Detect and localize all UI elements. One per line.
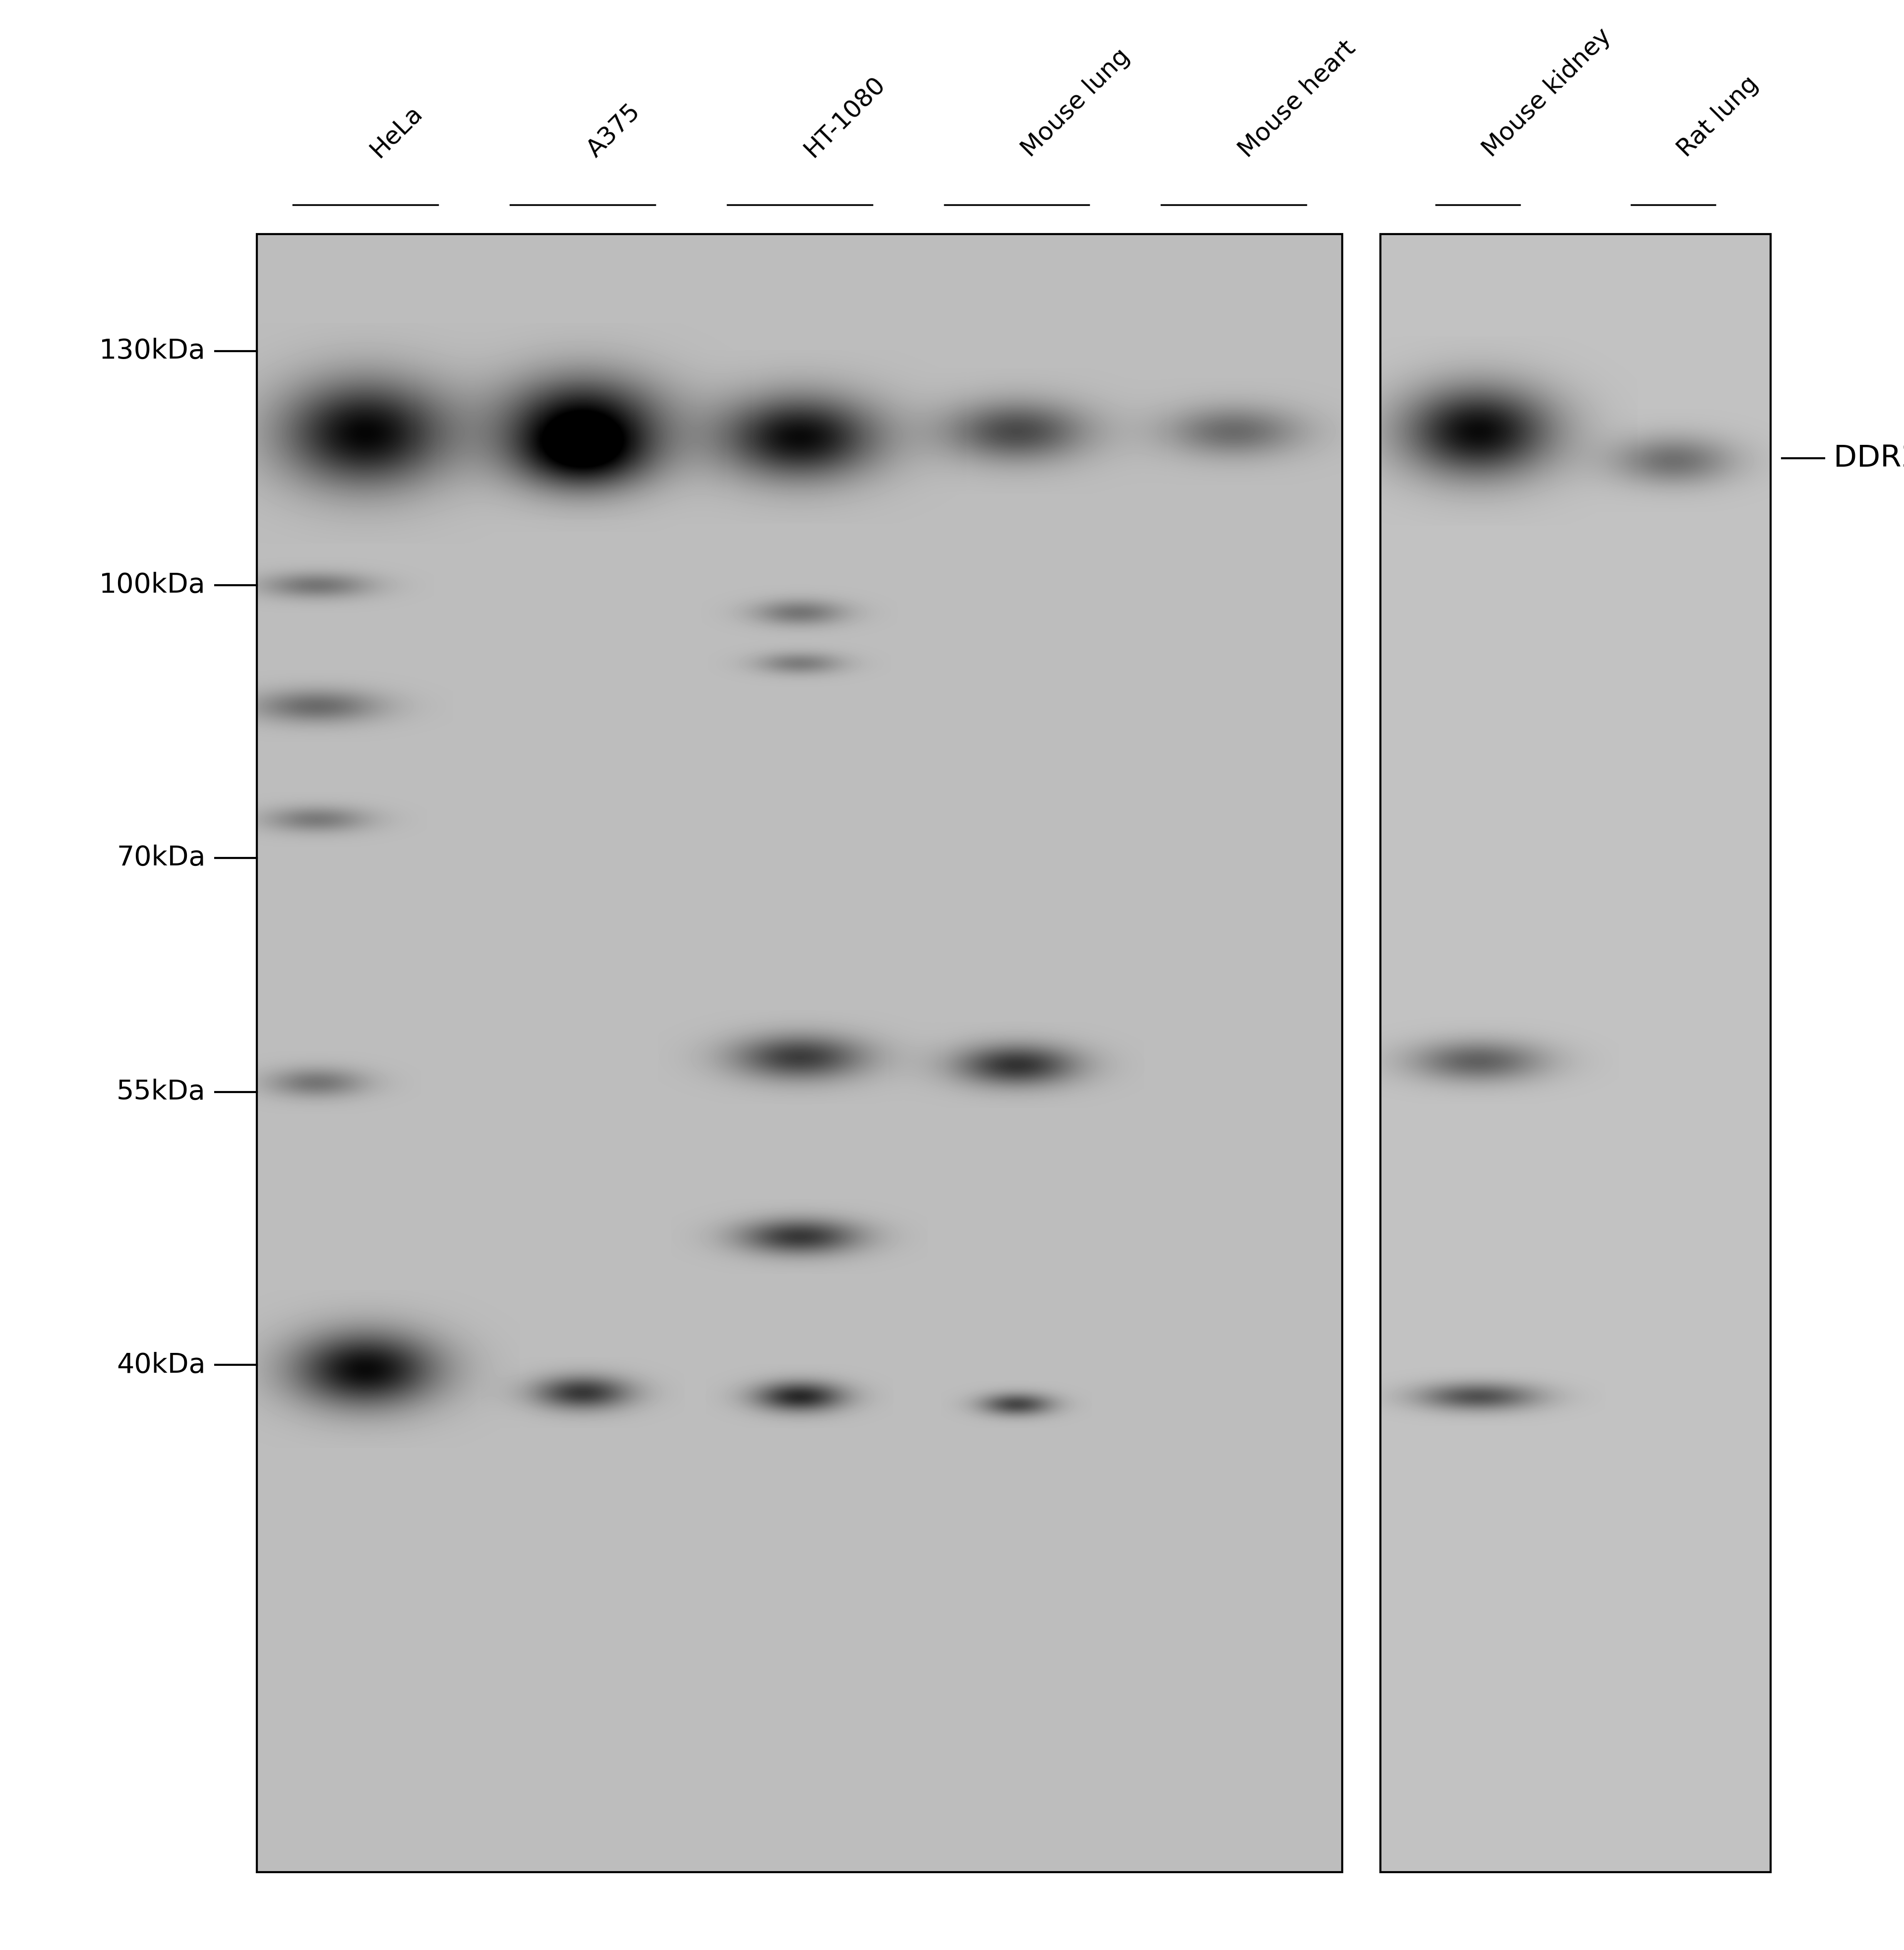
- Text: 130kDa: 130kDa: [99, 337, 206, 365]
- Bar: [257, 234, 1342, 1872]
- Text: HT-1080: HT-1080: [800, 72, 889, 162]
- Text: Mouse kidney: Mouse kidney: [1478, 23, 1616, 162]
- Text: Mouse heart: Mouse heart: [1234, 35, 1359, 162]
- Text: HeLa: HeLa: [366, 101, 426, 162]
- Bar: [1380, 234, 1771, 1872]
- Text: A375: A375: [583, 99, 645, 162]
- Text: 70kDa: 70kDa: [116, 844, 206, 872]
- Text: Rat lung: Rat lung: [1674, 72, 1763, 162]
- Text: 55kDa: 55kDa: [116, 1078, 206, 1106]
- Text: 40kDa: 40kDa: [116, 1351, 206, 1379]
- Text: 100kDa: 100kDa: [99, 571, 206, 599]
- Text: DDR2: DDR2: [1834, 443, 1904, 474]
- Text: Mouse lung: Mouse lung: [1017, 45, 1135, 162]
